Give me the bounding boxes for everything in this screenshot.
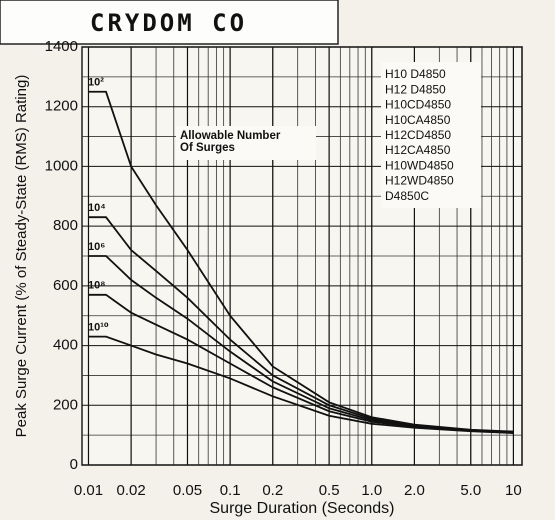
y-tick-label: 1000 xyxy=(45,157,78,174)
annotation-box xyxy=(176,126,316,160)
series-label: 10¹⁰ xyxy=(88,322,109,334)
series-label: 10⁴ xyxy=(88,202,106,214)
y-axis-label: Peak Surge Current (% of Steady-State (R… xyxy=(13,75,30,438)
header-box xyxy=(0,0,339,45)
y-tick-label: 200 xyxy=(53,396,78,413)
y-tick-label: 600 xyxy=(53,277,78,294)
y-tick-label: 1200 xyxy=(45,98,78,115)
x-tick-label: 0.5 xyxy=(319,482,340,499)
part-number: H12WD4850 xyxy=(385,174,454,188)
annotation: Allowable Number xyxy=(180,130,281,142)
legend-box xyxy=(381,62,481,208)
series-label: 10² xyxy=(88,77,104,89)
part-number: H10WD4850 xyxy=(385,158,454,172)
part-number: H10 D4850 xyxy=(385,67,446,81)
x-tick-label: 0.2 xyxy=(262,482,283,499)
x-tick-label: 0.1 xyxy=(220,482,241,499)
x-tick-label: 0.02 xyxy=(117,482,146,499)
y-tick-label: 800 xyxy=(53,217,78,234)
line xyxy=(88,335,514,434)
part-number: H12CD4850 xyxy=(385,128,451,142)
x-axis-label: Surge Duration (Seconds) xyxy=(210,500,395,517)
part-number: H10CD4850 xyxy=(385,98,451,112)
header: CRYDOM CO xyxy=(90,9,247,37)
x-tick-label: 0.01 xyxy=(74,482,103,499)
series-label: 10⁶ xyxy=(88,241,105,253)
x-tick-label: 1.0 xyxy=(361,482,382,499)
series-label: 10⁸ xyxy=(88,280,105,292)
part-number: H12 D4850 xyxy=(385,82,446,96)
x-tick-label: 0.05 xyxy=(173,482,202,499)
part-number: D4850C xyxy=(385,189,429,203)
y-tick-label: 400 xyxy=(53,337,78,354)
x-tick-label: 2.0 xyxy=(404,482,425,499)
x-tick-label: 5.0 xyxy=(460,482,481,499)
part-number: H10CA4850 xyxy=(385,113,451,127)
annotation: Of Surges xyxy=(180,142,235,154)
y-tick-label: 1400 xyxy=(45,38,78,55)
part-number: H12CA4850 xyxy=(385,143,451,157)
y-tick-label: 0 xyxy=(70,456,78,473)
x-tick-label: 10 xyxy=(505,482,522,499)
